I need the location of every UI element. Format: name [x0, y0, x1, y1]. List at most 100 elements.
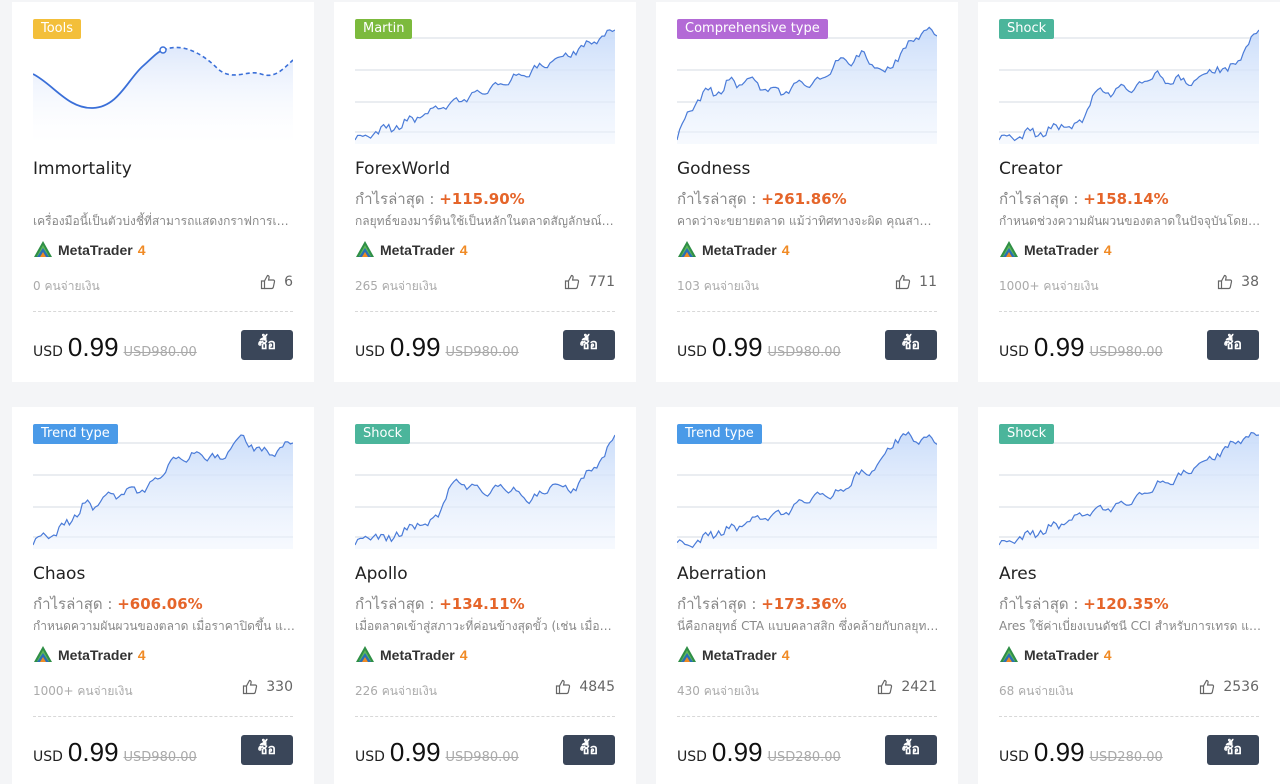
buy-button[interactable]: ซื้อ: [241, 330, 293, 360]
platform-name: MetaTrader: [1024, 242, 1099, 258]
product-description: นี่คือกลยุทธ์ CTA แบบคลาสสิก ซึ่งคล้ายกั…: [677, 619, 939, 633]
price-currency: USD: [677, 749, 707, 765]
profit-label: กำไรล่าสุด :: [677, 595, 762, 613]
platform-name: MetaTrader: [58, 242, 133, 258]
platform-version: 4: [1103, 647, 1112, 663]
chart-line: [33, 49, 164, 109]
product-description: กำหนดความผันผวนของตลาด เมื่อราคาปิดขึ้น …: [33, 619, 295, 633]
product-title[interactable]: Apollo: [355, 564, 408, 584]
thumbs-up-icon: [878, 679, 893, 695]
thumbs-up-icon: [243, 679, 258, 695]
equity-chart: [355, 434, 615, 549]
like-button[interactable]: 38: [1217, 274, 1259, 290]
profit-label: กำไรล่าสุด :: [33, 595, 118, 613]
category-tag: Martin: [355, 19, 413, 39]
metatrader-logo-icon: [34, 646, 52, 662]
platform-name: MetaTrader: [58, 647, 133, 663]
like-button[interactable]: 6: [260, 274, 293, 290]
category-tag: Trend type: [677, 424, 762, 444]
like-button[interactable]: 11: [895, 274, 937, 290]
buyers-count: 1000+ คนจ่ายเงิน: [33, 684, 133, 698]
product-card[interactable]: Trend type Chaos กำไรล่าสุด : +606.06% ก…: [12, 407, 314, 784]
product-title[interactable]: Immortality: [33, 159, 132, 179]
price-currency: USD: [33, 749, 63, 765]
profit-label: กำไรล่าสุด :: [999, 595, 1084, 613]
product-title[interactable]: ForexWorld: [355, 159, 451, 179]
profit-value: +115.90%: [439, 190, 525, 208]
buy-button[interactable]: ซื้อ: [563, 330, 615, 360]
divider: [33, 716, 293, 717]
product-card[interactable]: Shock Creator กำไรล่าสุด : +158.14% กำหน…: [978, 2, 1280, 382]
platform-version: 4: [781, 242, 790, 258]
metatrader-logo-icon: [356, 646, 374, 662]
platform-badge: MetaTrader 4: [355, 239, 468, 261]
platform-badge: MetaTrader 4: [677, 644, 790, 666]
price-currency: USD: [999, 344, 1029, 360]
price-amount: 0.99: [389, 332, 441, 362]
price: USD 0.99 USD280.00: [677, 737, 841, 768]
like-button[interactable]: 330: [242, 679, 293, 695]
profit-label: กำไรล่าสุด :: [355, 595, 440, 613]
profit-line: กำไรล่าสุด : +115.90%: [355, 187, 525, 211]
like-count: 330: [266, 679, 293, 695]
like-count: 11: [919, 274, 937, 290]
platform-version: 4: [459, 647, 468, 663]
profit-value: +173.36%: [761, 595, 847, 613]
equity-chart: [677, 431, 937, 549]
buy-button[interactable]: ซื้อ: [885, 330, 937, 360]
buy-button[interactable]: ซื้อ: [241, 735, 293, 765]
price-currency: USD: [355, 344, 385, 360]
profit-line: กำไรล่าสุด : +606.06%: [33, 592, 203, 616]
price: USD 0.99 USD980.00: [355, 332, 519, 363]
profit-value: +158.14%: [1083, 190, 1169, 208]
category-tag: Shock: [999, 19, 1055, 39]
profit-line: กำไรล่าสุด : +173.36%: [677, 592, 847, 616]
product-title[interactable]: Aberration: [677, 564, 767, 584]
price-currency: USD: [677, 344, 707, 360]
buy-button[interactable]: ซื้อ: [563, 735, 615, 765]
metatrader-logo-icon: [1000, 241, 1018, 257]
buy-button[interactable]: ซื้อ: [1207, 735, 1259, 765]
product-card[interactable]: Trend type Aberration กำไรล่าสุด : +173.…: [656, 407, 958, 784]
price: USD 0.99 USD980.00: [33, 737, 197, 768]
thumbs-up-icon: [1218, 274, 1233, 290]
thumbs-up-icon: [556, 679, 571, 695]
profit-value: +261.86%: [761, 190, 847, 208]
original-price: USD980.00: [1089, 345, 1163, 360]
like-button[interactable]: 2421: [877, 679, 937, 695]
like-button[interactable]: 4845: [555, 679, 615, 695]
product-title[interactable]: Ares: [999, 564, 1037, 584]
buy-button[interactable]: ซื้อ: [885, 735, 937, 765]
price-amount: 0.99: [711, 332, 763, 362]
product-card[interactable]: Shock Apollo กำไรล่าสุด : +134.11% เมื่อ…: [334, 407, 636, 784]
equity-chart: [33, 434, 293, 549]
platform-badge: MetaTrader 4: [677, 239, 790, 261]
price: USD 0.99 USD980.00: [677, 332, 841, 363]
divider: [355, 716, 615, 717]
profit-line: กำไรล่าสุด : +261.86%: [677, 187, 847, 211]
chart-area: [999, 432, 1259, 549]
product-title[interactable]: Godness: [677, 159, 751, 179]
like-button[interactable]: 2536: [1199, 679, 1259, 695]
buyers-count: 226 คนจ่ายเงิน: [355, 684, 437, 698]
buyers-count: 0 คนจ่ายเงิน: [33, 279, 100, 293]
profit-value: +134.11%: [439, 595, 525, 613]
chart-area: [999, 30, 1259, 144]
original-price: USD280.00: [767, 750, 841, 765]
product-card[interactable]: Comprehensive type Godness กำไรล่าสุด : …: [656, 2, 958, 382]
platform-version: 4: [137, 647, 146, 663]
product-title[interactable]: Chaos: [33, 564, 86, 584]
buyers-count: 265 คนจ่ายเงิน: [355, 279, 437, 293]
metatrader-logo-icon: [34, 241, 52, 257]
product-card[interactable]: Martin ForexWorld กำไรล่าสุด : +115.90% …: [334, 2, 636, 382]
like-button[interactable]: 771: [564, 274, 615, 290]
like-count: 771: [588, 274, 615, 290]
product-title[interactable]: Creator: [999, 159, 1063, 179]
like-count: 4845: [579, 679, 615, 695]
product-card[interactable]: Tools Immortality เครื่องมือนี้เป็นตัวบ่…: [12, 2, 314, 382]
buy-button[interactable]: ซื้อ: [1207, 330, 1259, 360]
product-card[interactable]: Shock Ares กำไรล่าสุด : +120.35% Ares ใช…: [978, 407, 1280, 784]
like-count: 2536: [1223, 679, 1259, 695]
metatrader-logo-icon: [678, 241, 696, 257]
thumbs-up-icon: [896, 274, 911, 290]
